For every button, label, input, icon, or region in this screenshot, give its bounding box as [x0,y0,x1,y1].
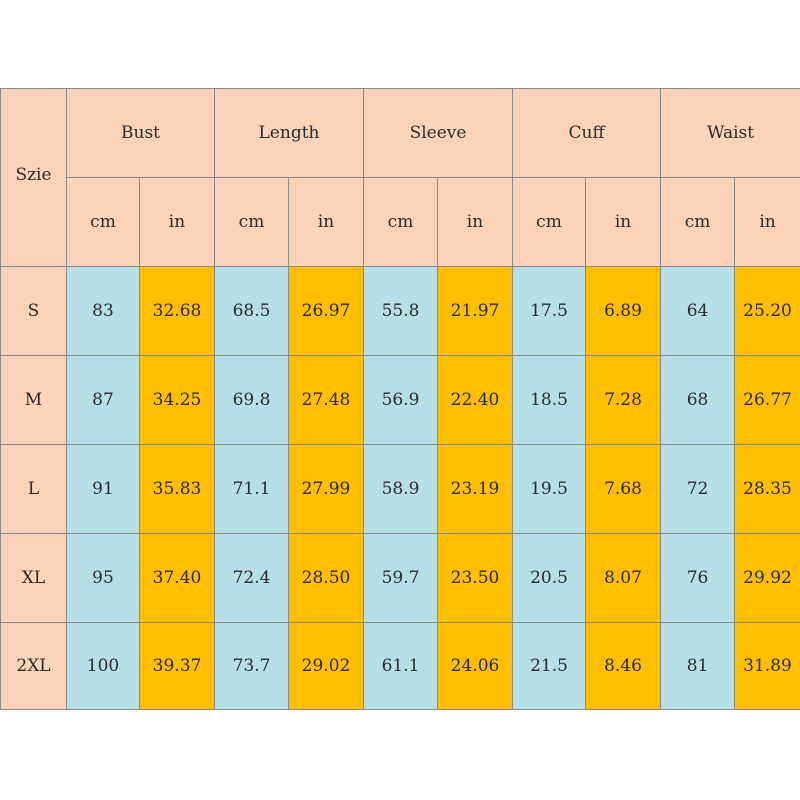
value-cuff-cm: 21.5 [512,622,586,710]
value-length-in: 27.99 [288,444,364,534]
value-bust-cm: 83 [66,266,140,356]
value-length-in: 26.97 [288,266,364,356]
value-sleeve-in: 23.50 [437,533,513,623]
value-waist-cm: 76 [660,533,736,623]
unit-header-length-cm: cm [214,177,289,267]
value-cuff-cm: 18.5 [512,355,586,445]
size-row: S 83 32.68 68.5 26.97 55.8 21.97 17.5 6.89 64 25.2… [0,266,800,356]
value-bust-in: 32.68 [139,266,215,356]
value-sleeve-cm: 59.7 [363,533,438,623]
value-cuff-cm: 20.5 [512,533,586,623]
unit-header-cuff-in: in [584,177,662,267]
value-bust-in: 35.83 [139,444,215,534]
value-waist-cm: 64 [660,266,736,356]
unit-header-cuff-cm: cm [512,177,586,267]
value-sleeve-cm: 55.8 [363,266,438,356]
size-label: XL [0,533,67,623]
unit-header-sleeve-in: in [437,177,513,267]
value-length-cm: 73.7 [214,622,289,710]
size-row: M 87 34.25 69.8 27.48 56.9 22.40 18.5 7.28 68 26.7… [0,355,800,445]
unit-header-waist-cm: cm [660,177,736,267]
value-waist-in: 28.35 [734,444,800,534]
value-length-in: 29.02 [288,622,364,710]
unit-header-bust-in: in [139,177,215,267]
value-sleeve-in: 24.06 [437,622,513,710]
size-label: L [0,444,67,534]
value-cuff-in: 8.46 [584,622,662,710]
value-cuff-in: 7.28 [584,355,662,445]
value-waist-cm: 68 [660,355,736,445]
value-bust-in: 34.25 [139,355,215,445]
size-label: 2XL [0,622,67,710]
value-cuff-cm: 17.5 [512,266,586,356]
value-sleeve-in: 22.40 [437,355,513,445]
value-cuff-in: 8.07 [584,533,662,623]
value-waist-cm: 72 [660,444,736,534]
value-waist-in: 26.77 [734,355,800,445]
value-cuff-cm: 19.5 [512,444,586,534]
value-sleeve-cm: 56.9 [363,355,438,445]
value-sleeve-in: 21.97 [437,266,513,356]
value-length-in: 28.50 [288,533,364,623]
value-waist-in: 31.89 [734,622,800,710]
size-label: M [0,355,67,445]
value-bust-cm: 91 [66,444,140,534]
value-sleeve-in: 23.19 [437,444,513,534]
value-bust-in: 39.37 [139,622,215,710]
value-cuff-in: 7.68 [584,444,662,534]
value-bust-cm: 87 [66,355,140,445]
value-length-cm: 72.4 [214,533,289,623]
measurement-header-row: Szie Bust Length Sleeve Cuff Waist [0,88,800,267]
value-length-in: 27.48 [288,355,364,445]
value-cuff-in: 6.89 [584,266,662,356]
unit-header-waist-in: in [734,177,800,267]
measurement-header-bust: Bust [66,88,215,178]
value-bust-cm: 95 [66,533,140,623]
measurement-header-sleeve: Sleeve [363,88,513,178]
size-row: L 91 35.83 71.1 27.99 58.9 23.19 19.5 7.68 72 28.3… [0,444,800,534]
value-bust-in: 37.40 [139,533,215,623]
measurement-header-cuff: Cuff [511,88,662,178]
unit-header-length-in: in [288,177,364,267]
unit-header-bust-cm: cm [66,177,140,267]
value-length-cm: 71.1 [214,444,289,534]
value-length-cm: 68.5 [214,266,289,356]
value-sleeve-cm: 61.1 [363,622,438,710]
value-length-cm: 69.8 [214,355,289,445]
measurement-header-waist: Waist [660,88,800,178]
value-waist-in: 25.20 [734,266,800,356]
value-waist-cm: 81 [660,622,736,710]
unit-header-row: cm in cm in cm in cm in cm in [1,177,800,267]
value-sleeve-cm: 58.9 [363,444,438,534]
size-chart-table: Szie Bust Length Sleeve Cuff Waist cm in… [0,88,800,710]
size-label: S [0,266,67,356]
unit-header-sleeve-cm: cm [363,177,438,267]
value-bust-cm: 100 [66,622,140,710]
value-waist-in: 29.92 [734,533,800,623]
size-column-header: Szie [0,88,67,267]
size-column-header-label: Szie [15,164,52,185]
measurement-header-length: Length [214,88,364,178]
size-row: 2XL 100 39.37 73.7 29.02 61.1 24.06 21.5 8.46 81 3… [0,622,800,710]
size-row: XL 95 37.40 72.4 28.50 59.7 23.50 20.5 8.07 76 29.… [0,533,800,623]
